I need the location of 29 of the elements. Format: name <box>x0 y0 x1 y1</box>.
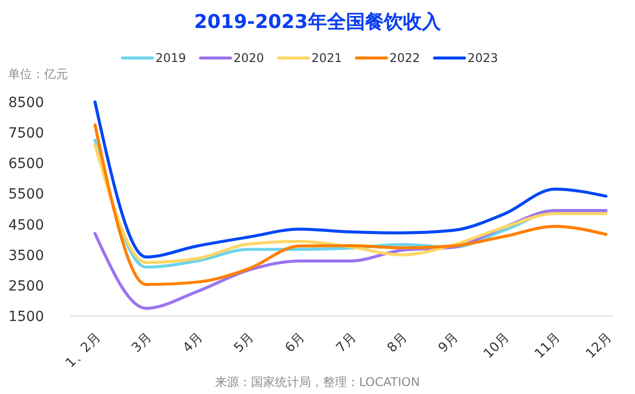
y-tick-label: 2500 <box>8 278 44 294</box>
y-tick-label: 1500 <box>8 309 44 325</box>
x-tick-label: 5月 <box>231 330 258 356</box>
x-tick-label: 8月 <box>384 330 410 356</box>
line-series <box>94 100 608 258</box>
x-tick-label: 11月 <box>532 330 564 362</box>
y-tick-label: 7500 <box>8 126 44 142</box>
line-series <box>94 123 608 286</box>
legend-label: 2023 <box>468 51 498 65</box>
x-tick-label: 1、2月 <box>63 330 104 371</box>
x-tick-label: 12月 <box>583 330 615 362</box>
y-axis-title: 单位：亿元 <box>8 67 68 81</box>
legend-label: 2019 <box>156 51 186 65</box>
y-tick-label: 3500 <box>8 248 44 264</box>
legend-label: 2020 <box>234 51 264 65</box>
x-tick-label: 7月 <box>334 330 360 356</box>
x-tick-label: 10月 <box>481 330 513 362</box>
x-tick-label: 3月 <box>129 330 155 356</box>
y-tick-label: 8500 <box>8 95 44 111</box>
y-tick-label: 4500 <box>8 217 44 234</box>
source-note: 来源：国家统计局，整理：LOCATION <box>215 375 420 389</box>
y-tick-label: 6500 <box>8 156 44 172</box>
x-tick-label: 9月 <box>436 330 462 356</box>
legend-label: 2021 <box>312 51 342 65</box>
x-tick-label: 4月 <box>180 330 206 356</box>
y-tick-label: 5500 <box>8 186 44 203</box>
legend-label: 2022 <box>390 51 420 65</box>
x-tick-label: 6月 <box>282 330 308 356</box>
chart-title: 2019-2023年全国餐饮收入 <box>194 11 442 33</box>
